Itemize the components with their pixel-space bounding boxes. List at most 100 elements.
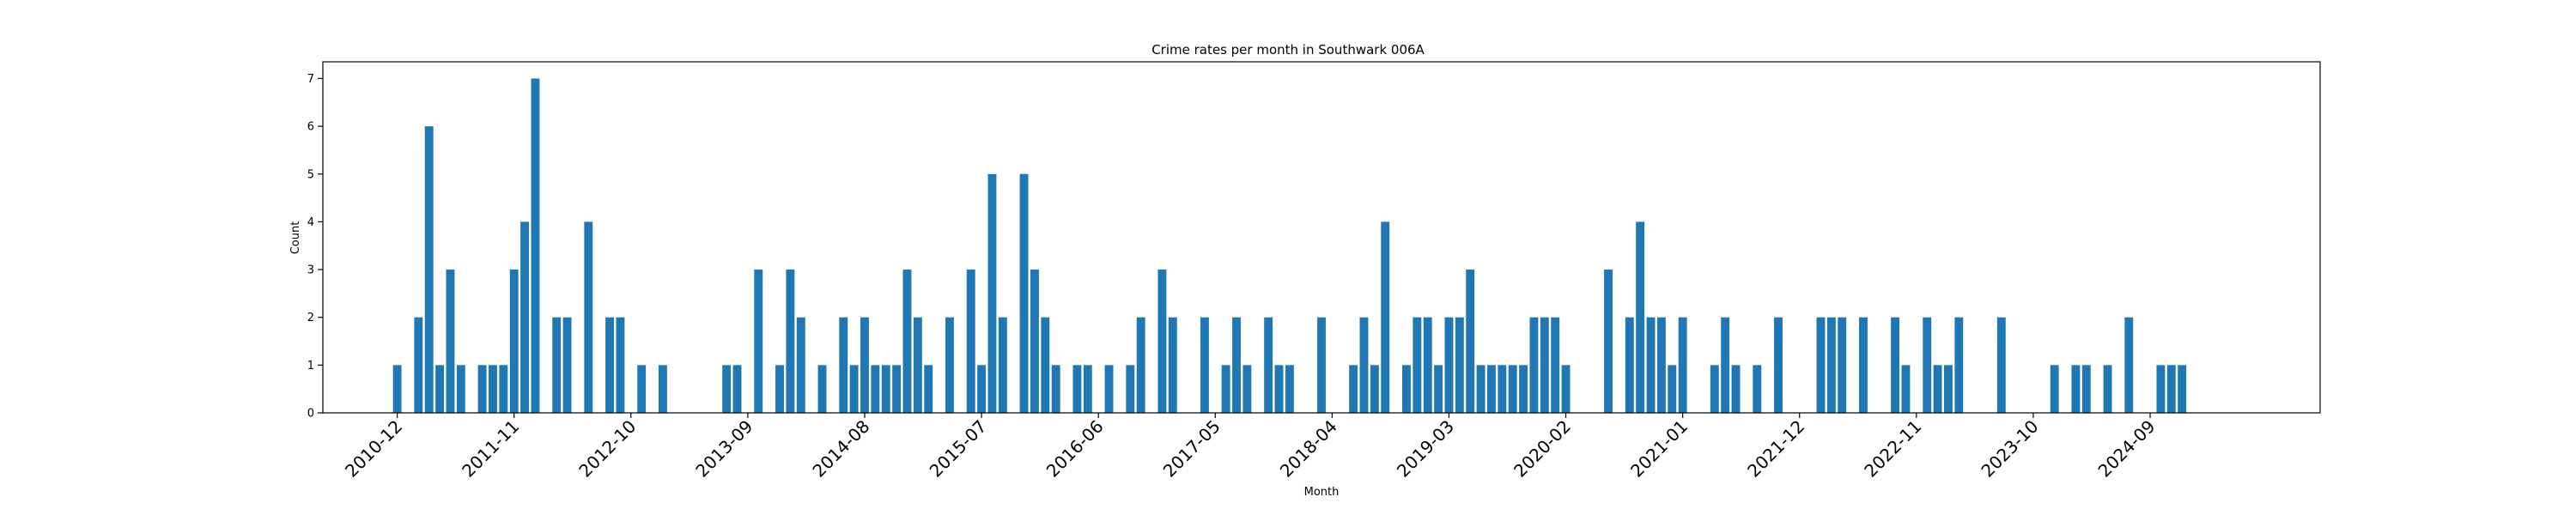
bar-2024-02 (2071, 365, 2081, 413)
y-tick-label: 2 (307, 312, 314, 324)
bar-2012-01 (531, 78, 540, 413)
bar-2019-06 (1476, 365, 1485, 413)
bar-2015-09 (998, 317, 1007, 413)
bar-2018-09 (1381, 221, 1390, 413)
bar-2019-10 (1519, 365, 1528, 413)
bar-2019-05 (1466, 270, 1475, 413)
bar-2020-08 (1625, 317, 1634, 413)
bar-2011-04 (435, 365, 445, 413)
bar-2017-06 (1221, 365, 1230, 413)
bar-2015-04 (945, 317, 954, 413)
bar-2018-08 (1370, 365, 1379, 413)
bar-2023-02 (1944, 365, 1953, 413)
bar-2017-07 (1232, 317, 1241, 413)
bar-2012-11 (637, 365, 647, 413)
bar-2016-07 (1104, 365, 1114, 413)
y-tick-label: 0 (307, 408, 314, 421)
bar-2019-02 (1434, 365, 1443, 413)
bar-2021-04 (1710, 365, 1719, 413)
bar-2019-07 (1487, 365, 1496, 413)
bar-2015-08 (987, 173, 997, 413)
bar-2022-12 (1923, 317, 1932, 413)
bar-2012-09 (616, 317, 625, 413)
bar-2014-01 (786, 270, 795, 413)
bar-2020-02 (1561, 365, 1571, 413)
bar-2014-10 (881, 365, 890, 413)
y-tick-label: 6 (307, 121, 314, 134)
bar-2016-05 (1083, 365, 1092, 413)
bar-2020-06 (1604, 270, 1613, 413)
bar-2010-12 (392, 365, 402, 413)
bar-2018-07 (1359, 317, 1369, 413)
y-axis-label: Count (289, 221, 302, 255)
bar-2020-01 (1551, 317, 1560, 413)
bar-2011-08 (477, 365, 487, 413)
plot-frame (322, 61, 2321, 414)
bar-2020-12 (1668, 365, 1677, 413)
bar-2024-03 (2081, 365, 2091, 413)
bar-2022-10 (1901, 365, 1911, 413)
bar-2015-12 (1030, 270, 1039, 413)
bar-2024-05 (2103, 365, 2112, 413)
bar-2019-04 (1455, 317, 1464, 413)
bar-2024-11 (2166, 365, 2176, 413)
bar-2011-05 (446, 270, 455, 413)
bar-2019-12 (1540, 317, 1549, 413)
bar-2016-12 (1157, 270, 1167, 413)
bar-2016-09 (1126, 365, 1135, 413)
bar-2023-12 (2050, 365, 2059, 413)
x-axis-label: Month (1304, 486, 1340, 499)
bar-2016-04 (1072, 365, 1082, 413)
bar-2015-02 (924, 365, 933, 413)
bar-2013-08 (732, 365, 742, 413)
y-tick-label: 5 (307, 168, 314, 181)
bar-2013-01 (658, 365, 667, 413)
bar-2021-08 (1753, 365, 1762, 413)
bar-2018-03 (1317, 317, 1326, 413)
bar-2023-03 (1954, 317, 1964, 413)
bar-2024-10 (2156, 365, 2166, 413)
bar-2019-08 (1498, 365, 1507, 413)
y-tick-label: 1 (307, 360, 314, 373)
bar-2015-01 (913, 317, 922, 413)
bar-2017-11 (1274, 365, 1284, 413)
bar-2020-09 (1636, 221, 1645, 413)
bar-2022-04 (1838, 317, 1847, 413)
y-tick-label: 7 (307, 73, 314, 86)
bar-2011-06 (456, 365, 465, 413)
bar-2024-12 (2178, 365, 2187, 413)
bar-2016-02 (1051, 365, 1060, 413)
bar-2011-09 (489, 365, 497, 413)
bar-2018-11 (1402, 365, 1411, 413)
bar-2011-02 (414, 317, 423, 413)
bar-2012-03 (552, 317, 562, 413)
bar-2011-12 (520, 221, 530, 413)
bar-2011-03 (424, 126, 434, 413)
bar-2019-11 (1529, 317, 1539, 413)
bar-2014-04 (817, 365, 827, 413)
bar-2017-10 (1264, 317, 1273, 413)
chart-title: Crime rates per month in Southwark 006A (1151, 42, 1425, 58)
bar-2012-06 (584, 221, 593, 413)
y-axis: 0 1 2 3 4 5 6 7 (307, 73, 323, 421)
bar-2023-07 (1996, 317, 2006, 413)
bar-2020-11 (1656, 317, 1666, 413)
y-tick-label: 4 (307, 216, 314, 229)
bar-2019-03 (1444, 317, 1454, 413)
bar-2014-11 (892, 365, 902, 413)
bar-2015-07 (977, 365, 987, 413)
bar-2011-10 (499, 365, 508, 413)
bar-2022-02 (1816, 317, 1826, 413)
bar-2018-12 (1413, 317, 1422, 413)
bar-2014-07 (849, 365, 859, 413)
bar-2019-09 (1508, 365, 1517, 413)
bar-2017-12 (1285, 365, 1294, 413)
bar-2023-01 (1933, 365, 1942, 413)
bar-2012-04 (562, 317, 572, 413)
bar-2017-01 (1168, 317, 1177, 413)
bar-2014-06 (839, 317, 848, 413)
bar-2014-12 (902, 270, 912, 413)
bar-2013-12 (775, 365, 784, 413)
bar-2021-10 (1774, 317, 1783, 413)
